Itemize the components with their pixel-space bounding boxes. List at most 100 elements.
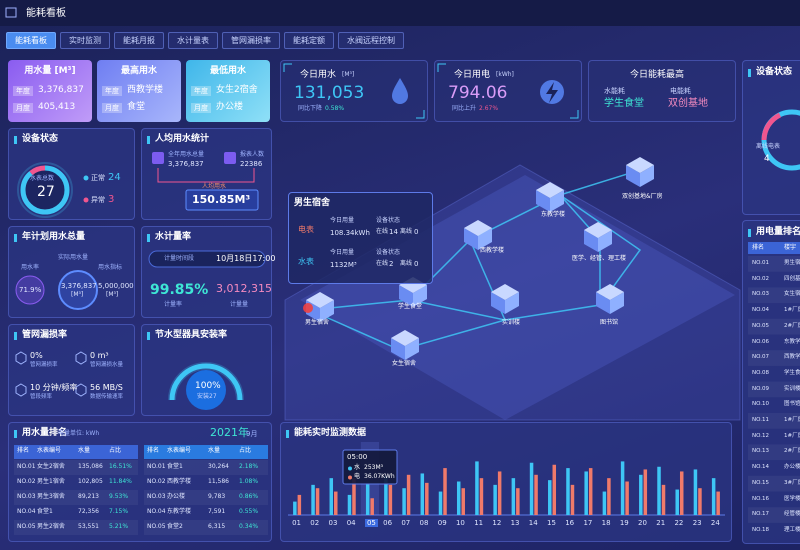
- table-cell: 西教学楼: [167, 478, 192, 485]
- stat-label: 管网漏损率: [30, 362, 58, 368]
- table-header-cell: 水表编号: [167, 447, 192, 454]
- bar: [315, 488, 320, 515]
- stat-value: 0 m³: [90, 351, 109, 360]
- x-tick-label: 16: [565, 519, 575, 527]
- table-cell: 0.55%: [239, 508, 259, 515]
- right-device-panel: [742, 60, 800, 215]
- right-rank-panel: [742, 220, 800, 544]
- trend-value: 2.67%: [479, 105, 499, 112]
- table-cell: NO.11: [752, 417, 769, 423]
- annual-plan-panel: [8, 226, 135, 318]
- table-cell: 30,264: [208, 463, 229, 470]
- bar: [456, 481, 461, 515]
- tab[interactable]: 能耗定额: [284, 32, 334, 49]
- row-label: 月度: [102, 103, 122, 114]
- ring-offline: [761, 112, 782, 141]
- building-label: 学生食堂: [398, 303, 423, 310]
- card-title: 最高用水: [120, 66, 157, 76]
- table-header-cell: 占比: [239, 447, 252, 454]
- x-tick-label: 19: [619, 519, 629, 527]
- stat-value: 14: [389, 228, 398, 236]
- building-roof: [626, 157, 654, 173]
- tab[interactable]: 水阀远程控制: [338, 32, 404, 49]
- building-roof: [584, 222, 612, 238]
- row-label: 年度: [102, 86, 122, 97]
- table-cell: 3#厂房: [784, 479, 800, 486]
- table-cell: NO.02: [147, 478, 166, 485]
- x-tick-label: 08: [419, 519, 429, 527]
- tab[interactable]: 实时监测: [60, 32, 110, 49]
- tab[interactable]: 能耗看板: [6, 32, 56, 49]
- table-cell: NO.04: [17, 508, 36, 515]
- table-header: [748, 242, 800, 254]
- bar: [329, 478, 334, 515]
- building-label: 女生宿舍: [392, 360, 417, 367]
- table-row-bg: [748, 444, 800, 461]
- tooltip-value: 36.07KWh: [364, 473, 395, 480]
- table-cell: NO.15: [752, 479, 769, 486]
- bar: [711, 478, 716, 515]
- row-value: 3,376,837: [38, 85, 84, 95]
- x-tick-label: 03: [328, 519, 338, 527]
- bar: [365, 482, 370, 515]
- gauge-core: [186, 370, 226, 410]
- table-cell: 男生2宿舍: [37, 523, 65, 530]
- page-title: 能耗看板: [26, 8, 66, 19]
- table-header-cell: 水表编号: [37, 447, 62, 454]
- table-cell: 135,086: [78, 463, 103, 470]
- row-value: 西教学楼: [127, 85, 164, 95]
- table-cell: 东教学楼: [167, 508, 192, 515]
- ring-label: 水表总数: [30, 175, 55, 182]
- tab[interactable]: 水计量表: [168, 32, 218, 49]
- panel-title: 设备状态: [22, 134, 59, 144]
- bar: [493, 484, 497, 515]
- stat-value: 0%: [30, 351, 43, 360]
- card-title: 最低用水: [209, 66, 246, 76]
- stat-value: 56 MB/S: [90, 383, 123, 392]
- stat-label: 实际用水量: [58, 254, 89, 261]
- stat-value: 4: [764, 154, 770, 164]
- bar: [584, 471, 588, 515]
- building-left: [464, 228, 478, 250]
- legend-label: 水: [354, 464, 361, 471]
- stat-label: 设备状态: [376, 249, 401, 256]
- table-cell: NO.04: [752, 307, 769, 314]
- table-cell: 图书馆: [784, 401, 800, 408]
- x-tick-label: 09: [437, 519, 447, 527]
- building-right: [610, 292, 624, 314]
- x-tick-label: 20: [638, 519, 647, 527]
- bar: [388, 484, 393, 515]
- legend-dot: [348, 475, 352, 480]
- bar: [643, 469, 648, 515]
- x-tick-label: 10: [455, 519, 465, 527]
- tab[interactable]: 能耗月报: [114, 32, 164, 49]
- building-left: [626, 165, 640, 187]
- connector: [157, 168, 255, 183]
- building-left: [391, 338, 405, 360]
- table-cell: 11,586: [208, 478, 229, 485]
- legend-dot: [348, 466, 352, 471]
- table-cell: 7,591: [208, 508, 226, 515]
- table-cell: NO.10: [752, 401, 769, 408]
- corner: [437, 63, 446, 72]
- panel-title: 节水型器具安装率: [155, 330, 228, 340]
- row-label: 月度: [13, 103, 33, 114]
- x-tick-label: 22: [674, 519, 684, 527]
- stat-value: 108.34kWh: [330, 229, 370, 237]
- bar: [334, 491, 338, 515]
- row-value: 女生2宿舍: [216, 85, 258, 95]
- trend-value: 0.58%: [325, 105, 345, 112]
- panel-title: 水计量率: [155, 232, 192, 242]
- summary-card: [186, 60, 270, 122]
- bar: [625, 481, 629, 515]
- table-cell: 9,783: [208, 493, 226, 500]
- tab[interactable]: 管网漏损率: [222, 32, 280, 49]
- stat-value: 5,000,000: [98, 282, 134, 290]
- bar: [566, 468, 570, 515]
- table-row-bg: [748, 413, 800, 429]
- bar: [661, 484, 666, 515]
- table-row-bg: [748, 318, 800, 335]
- table-header: [144, 445, 268, 459]
- row-value: 食堂: [127, 102, 146, 112]
- table-row-bg: [748, 507, 800, 523]
